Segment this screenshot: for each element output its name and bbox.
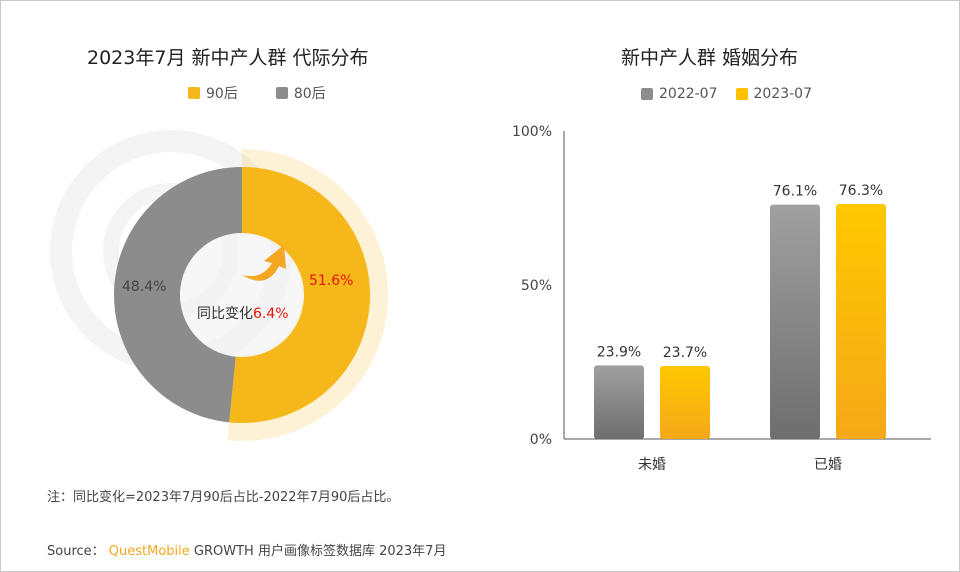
up-arrow-icon	[242, 245, 286, 281]
legend-swatch-80	[275, 87, 288, 99]
legend-swatch-2023	[735, 88, 748, 100]
bar-value-label: 76.3%	[839, 183, 883, 199]
center-value: 6.4%	[253, 306, 289, 322]
bar-value-label: 23.7%	[663, 345, 707, 361]
donut-slice-0	[229, 166, 371, 423]
center-text: 同比变化	[197, 306, 253, 322]
label-90: 51.6%	[309, 273, 353, 289]
legend-label-90: 90后	[206, 86, 238, 102]
footnote: 注：同比变化=2023年7月90后占比-2022年7月90后占比。	[47, 490, 400, 505]
donut-title: 2023年7月 新中产人群 代际分布	[87, 47, 369, 69]
legend-label-80: 80后	[293, 86, 326, 102]
bar-chart: 0% 50% 100% 23.9% 23.7% 未婚 76.1% 76.3% 已婚	[512, 124, 931, 473]
donut-legend: 90后 80后	[188, 83, 326, 103]
legend-label-2023: 2023-07	[753, 86, 813, 102]
source-label: Source：	[47, 544, 105, 559]
y-tick-label: 0%	[530, 432, 552, 448]
source-brand: QuestMobile	[108, 544, 190, 559]
y-tick-label: 100%	[512, 124, 552, 140]
label-80: 48.4%	[122, 279, 166, 295]
donut-hole	[180, 233, 304, 357]
legend-label-2022: 2022-07	[659, 86, 718, 102]
bar-value-label: 76.1%	[773, 184, 817, 200]
bar-title: 新中产人群 婚姻分布	[621, 47, 799, 69]
bar-value-label: 23.9%	[597, 344, 641, 360]
bar-未婚-2022-07	[594, 365, 644, 439]
legend-swatch-2022	[641, 88, 653, 100]
bar-已婚-2022-07	[770, 204, 820, 439]
y-tick-label: 50%	[521, 278, 552, 294]
donut-slice-1	[114, 167, 242, 423]
x-tick-label: 未婚	[638, 457, 666, 473]
center-label: 同比变化6.4%	[197, 306, 289, 322]
legend-swatch-90	[188, 87, 200, 99]
bar-未婚-2023-07	[660, 366, 710, 439]
x-tick-label: 已婚	[814, 457, 842, 473]
source-line: Source： QuestMobile GROWTH 用户画像标签数据库 202…	[47, 540, 446, 559]
bar-已婚-2023-07	[836, 203, 886, 439]
donut-chart: 51.6% 48.4% 同比变化6.4%	[114, 149, 389, 441]
bar-legend: 2022-07 2023-07	[641, 86, 812, 102]
source-text: GROWTH 用户画像标签数据库 2023年7月	[193, 544, 447, 559]
